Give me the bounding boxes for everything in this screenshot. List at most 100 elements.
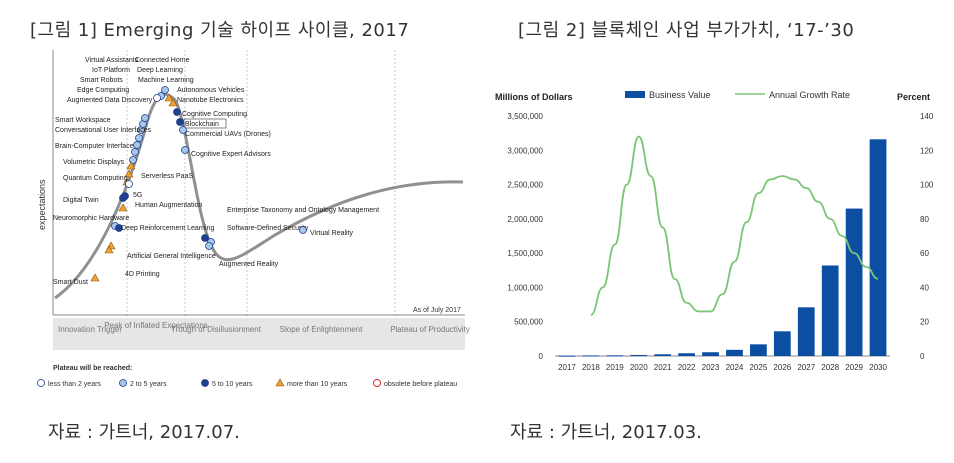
legend-label: more than 10 years <box>287 381 348 388</box>
x-tick: 2026 <box>773 363 791 372</box>
y-left-tick: 1,500,000 <box>507 249 543 258</box>
y-right-tick: 140 <box>920 112 934 121</box>
technology-label: Cognitive Expert Advisors <box>191 151 271 158</box>
x-tick: 2027 <box>797 363 815 372</box>
x-tick: 2022 <box>678 363 696 372</box>
technology-marker <box>90 273 100 282</box>
technology-label: Serverless PaaS <box>141 173 193 180</box>
phase-band <box>53 318 465 350</box>
technology-marker <box>179 126 187 134</box>
technology-label: Smart Robots <box>80 77 123 84</box>
bar <box>750 344 767 356</box>
technology-marker <box>164 93 174 102</box>
technology-marker <box>131 148 139 156</box>
technology-label: Edge Computing <box>77 87 129 94</box>
x-tick: 2018 <box>582 363 600 372</box>
bar <box>558 355 576 357</box>
technology-label: Smart Workspace <box>55 117 111 124</box>
bar <box>845 208 863 356</box>
technology-marker <box>129 156 137 164</box>
technology-label: Enterprise Taxonomy and Ontology Managem… <box>227 207 379 214</box>
x-tick: 2028 <box>821 363 839 372</box>
phase-label: Plateau of Productivity <box>390 325 470 334</box>
legend-label-line: Annual Growth Rate <box>769 90 850 100</box>
legend-marker <box>201 379 209 387</box>
technology-marker <box>201 234 209 242</box>
technology-marker <box>121 192 129 200</box>
y-left-label: Millions of Dollars <box>495 92 573 102</box>
technology-label: Conversational User Interfaces <box>55 127 152 134</box>
bar <box>606 355 624 357</box>
technology-label: Digital Twin <box>63 197 99 204</box>
figure2-title: [그림 2] 블록체인 사업 부가가치, ‘17-’30 <box>518 20 855 41</box>
x-tick: 2024 <box>726 363 744 372</box>
technology-label: Neuromorphic Hardware <box>53 215 129 222</box>
legend-title: Plateau will be reached: <box>53 365 132 372</box>
y-left-tick: 2,000,000 <box>507 215 543 224</box>
y-left-tick: 1,000,000 <box>507 283 543 292</box>
growth-rate-line <box>590 135 879 316</box>
legend-marker <box>119 379 127 387</box>
y-left-tick: 500,000 <box>514 318 543 327</box>
technology-marker <box>135 134 143 142</box>
technology-marker <box>133 141 141 149</box>
technology-marker <box>141 114 149 122</box>
technology-marker <box>205 242 213 250</box>
y-right-label: Percent <box>897 92 930 102</box>
technology-label: Virtual Assistants <box>85 57 139 64</box>
legend-marker <box>373 379 381 387</box>
technology-marker <box>115 224 123 232</box>
legend-label-bar: Business Value <box>649 90 710 100</box>
technology-label: Smart Dust <box>53 279 88 286</box>
bar <box>582 355 600 357</box>
technology-label: Brain-Computer Interface <box>55 143 134 150</box>
legend-label: 2 to 5 years <box>130 381 167 388</box>
x-tick: 2030 <box>869 363 887 372</box>
y-right-tick: 0 <box>920 352 925 361</box>
as-of-label: As of July 2017 <box>413 307 461 314</box>
phase-label: Peak of Inflated Expectations <box>104 321 208 330</box>
legend-label: less than 2 years <box>48 381 101 388</box>
hype-cycle-chart: expectations time Innovation Trigger Pea… <box>37 50 470 388</box>
legend-label: 5 to 10 years <box>212 381 253 388</box>
technology-label: Software-Defined Security <box>227 225 309 232</box>
x-tick: 2020 <box>630 363 648 372</box>
technology-label: Virtual Reality <box>310 230 354 237</box>
technology-label: Blockchain <box>185 121 219 128</box>
bar <box>678 353 695 356</box>
x-tick: 2021 <box>654 363 672 372</box>
bar <box>797 307 815 356</box>
technology-marker <box>168 98 178 107</box>
technology-label: IoT Platform <box>92 67 130 74</box>
technology-label: Machine Learning <box>138 77 194 84</box>
technology-label: 5G <box>133 192 142 199</box>
figure1-title: [그림 1] Emerging 기술 하이프 사이클, 2017 <box>30 20 410 41</box>
bar <box>654 354 672 356</box>
figure1-source: 자료 : 가트너, 2017.07. <box>48 422 240 443</box>
x-tick: 2017 <box>558 363 576 372</box>
y-right-tick: 20 <box>920 318 929 327</box>
technology-label: Quantum Computing <box>63 175 128 182</box>
technology-marker <box>104 245 114 254</box>
y-right-tick: 40 <box>920 283 929 292</box>
y-left-tick: 2,500,000 <box>507 181 543 190</box>
technology-label: Cognitive Computing <box>182 111 247 118</box>
phase-label: Slope of Enlightenment <box>280 325 364 334</box>
blockchain-highlight <box>183 118 227 129</box>
technology-marker <box>126 161 136 170</box>
legend-marker <box>37 379 45 387</box>
technology-label: Human Augmentation <box>135 202 202 209</box>
y-right-tick: 100 <box>920 181 934 190</box>
technology-marker <box>161 86 169 94</box>
technology-marker <box>181 146 189 154</box>
x-tick: 2023 <box>702 363 720 372</box>
bar <box>869 139 887 356</box>
technology-marker <box>124 169 134 178</box>
y-right-tick: 120 <box>920 146 934 155</box>
figure2-source: 자료 : 가트너, 2017.03. <box>510 422 702 443</box>
bar <box>630 354 648 356</box>
x-tick: 2019 <box>606 363 624 372</box>
bar <box>773 331 791 356</box>
legend-label: obsolete before plateau <box>384 381 457 388</box>
phase-label: Trough of Disillusionment <box>171 325 262 334</box>
